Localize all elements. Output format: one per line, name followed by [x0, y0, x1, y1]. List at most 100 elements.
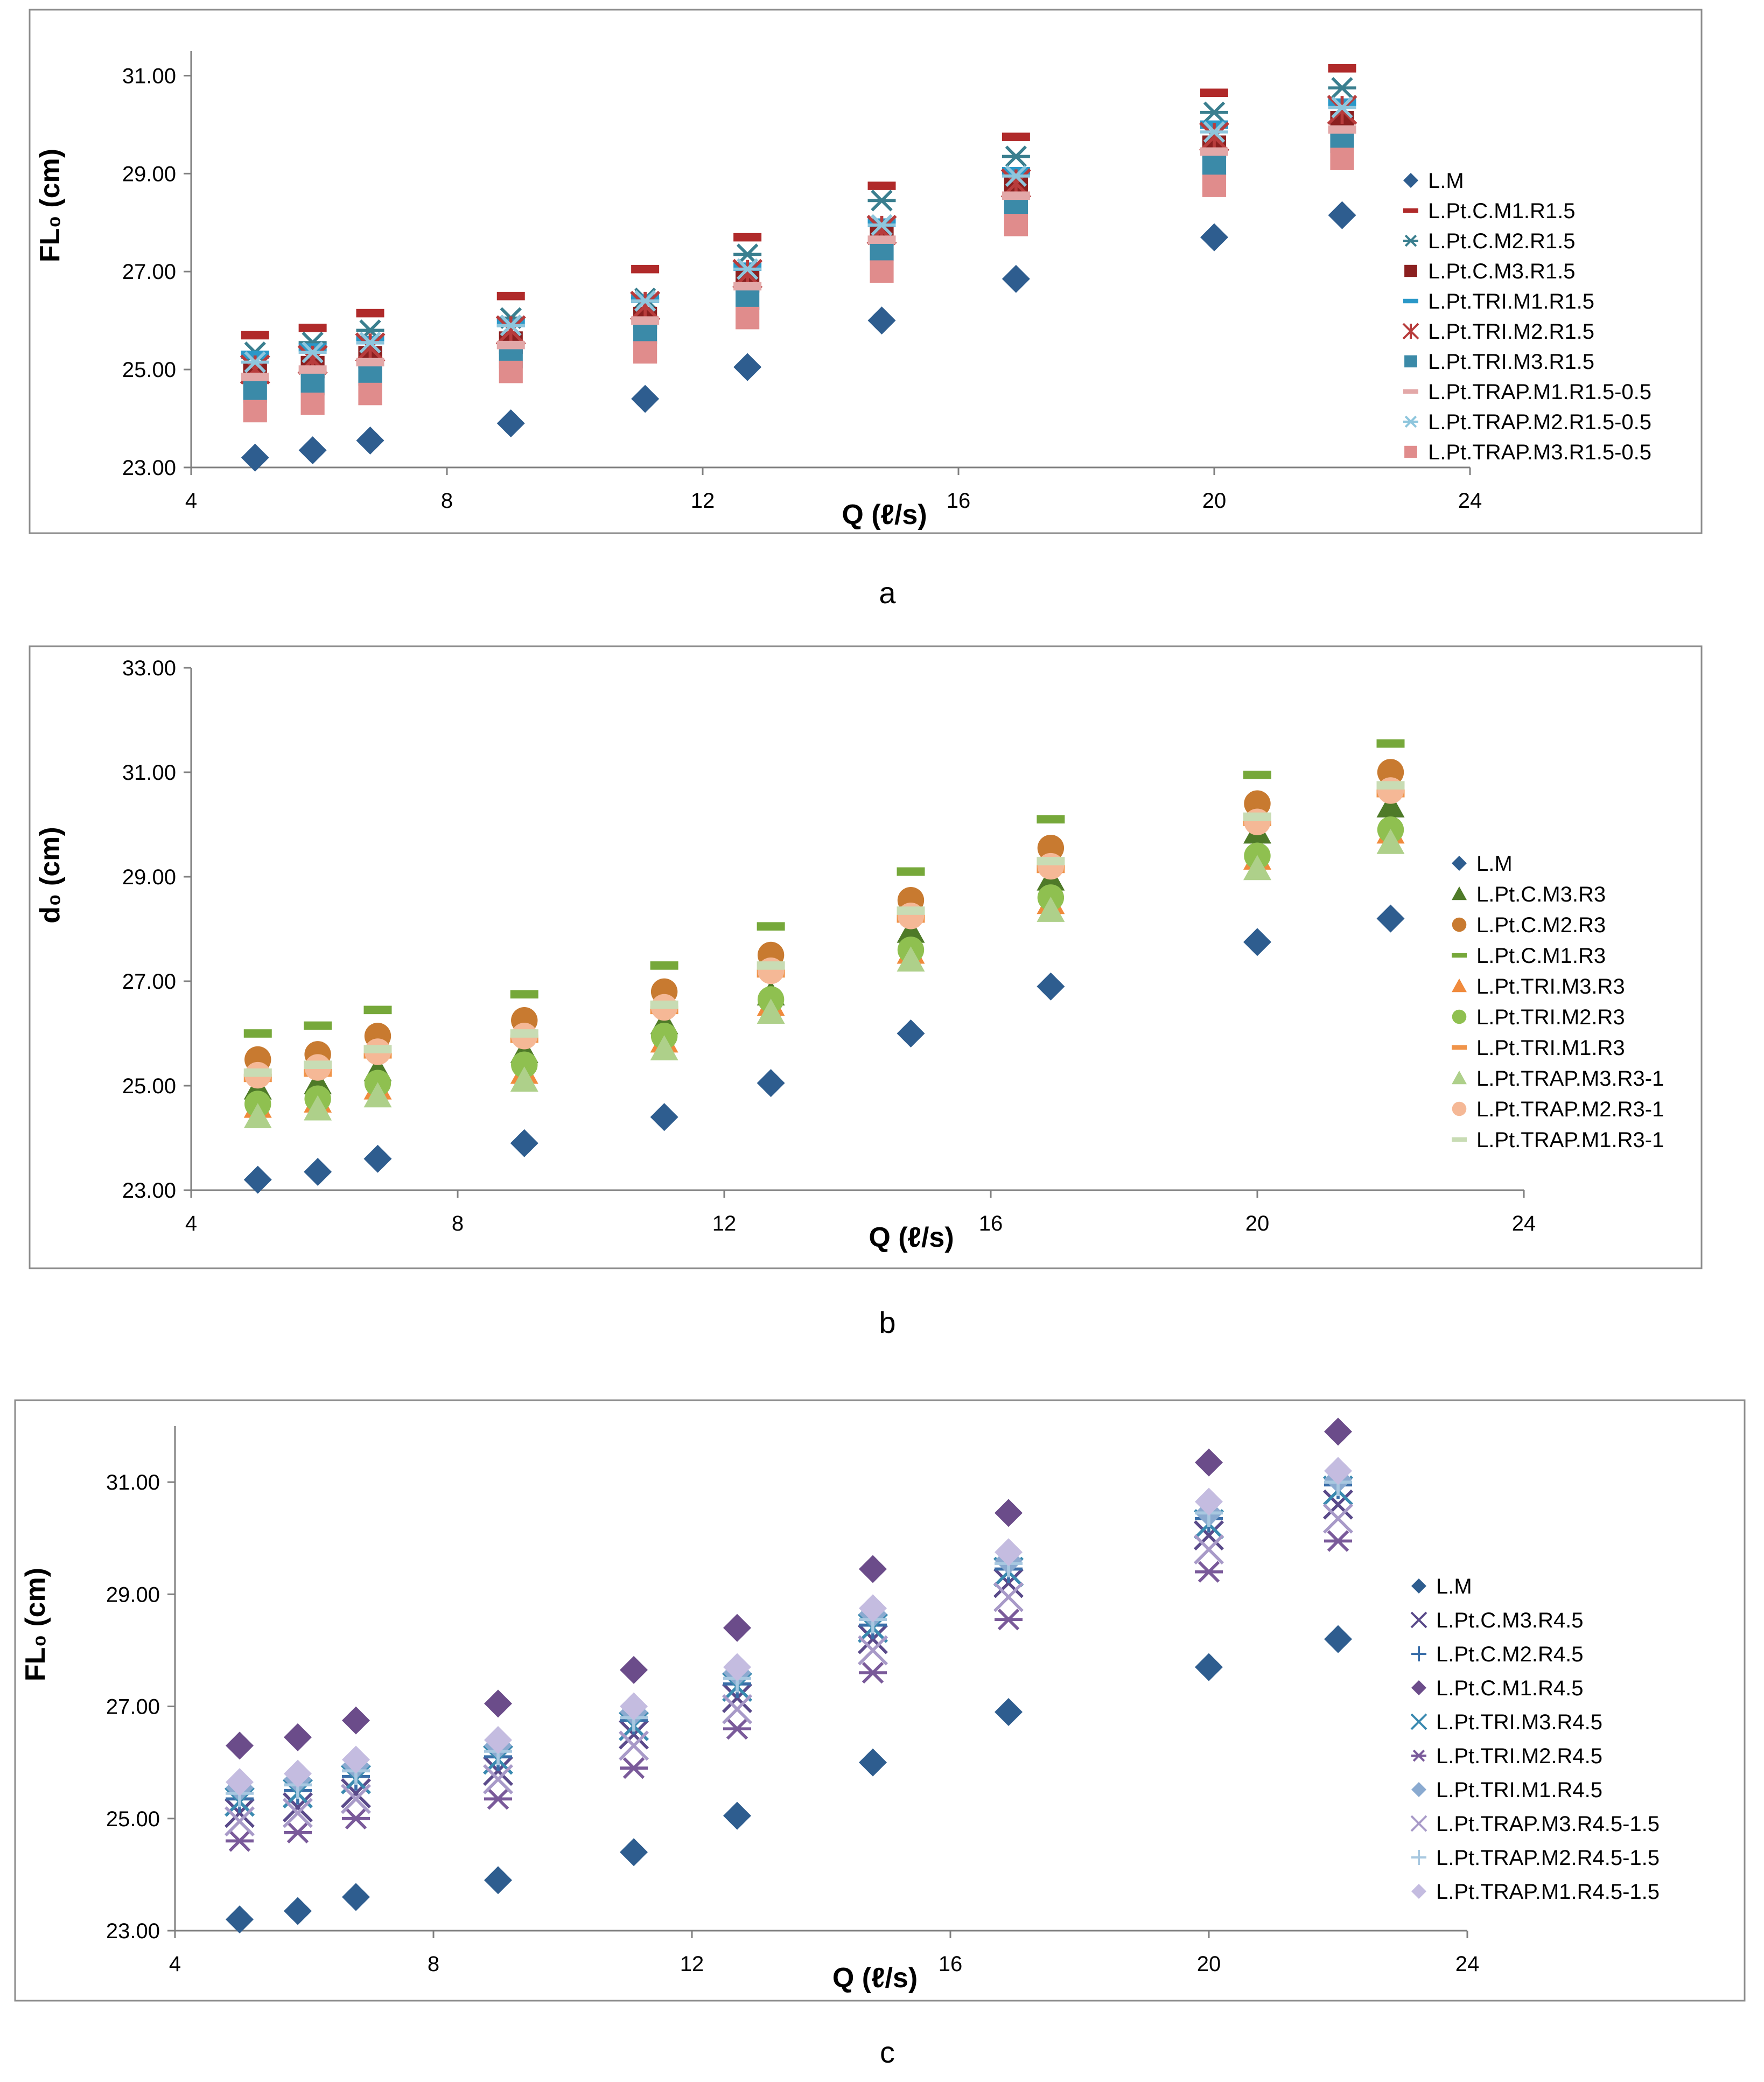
x-tick-label: 8	[452, 1212, 464, 1235]
data-point	[282, 1792, 313, 1822]
data-point	[484, 1788, 512, 1810]
y-axis-label: FL₀ (cm)	[20, 1568, 51, 1681]
data-point	[733, 258, 762, 280]
y-tick-label: 27.00	[122, 260, 176, 284]
data-point	[757, 961, 785, 970]
data-point	[499, 360, 523, 383]
legend-label: L.Pt.C.M2.R3	[1476, 913, 1606, 937]
data-point	[650, 961, 678, 970]
data-point	[859, 1555, 887, 1583]
data-point	[631, 385, 660, 413]
x-tick-label: 4	[169, 1952, 181, 1976]
x-tick-label: 24	[1458, 489, 1482, 513]
legend-marker	[1403, 234, 1418, 247]
data-point	[1377, 759, 1404, 786]
data-point	[1324, 1417, 1352, 1446]
data-point	[243, 1103, 272, 1128]
data-point	[363, 1005, 392, 1015]
legend-label: L.Pt.TRAP.M2.R3-1	[1476, 1098, 1664, 1121]
data-point	[342, 1883, 370, 1911]
data-point	[620, 1655, 648, 1684]
panel-label-c: c	[880, 2035, 895, 2069]
data-point	[736, 306, 760, 330]
x-axis-label: Q (ℓ/s)	[832, 1962, 918, 1994]
y-tick-label: 25.00	[122, 1074, 176, 1098]
data-point	[631, 264, 660, 274]
legend-marker	[1403, 208, 1418, 213]
data-point	[897, 867, 925, 876]
data-point	[1037, 857, 1065, 865]
x-axis-label: Q (ℓ/s)	[869, 1222, 954, 1253]
data-point	[867, 306, 896, 335]
data-point	[1199, 122, 1230, 152]
data-point	[857, 1635, 888, 1666]
data-point	[650, 1035, 678, 1060]
data-point	[1195, 1487, 1223, 1516]
legend-label: L.Pt.C.M3.R3	[1476, 883, 1606, 906]
data-point	[1328, 76, 1356, 99]
data-point	[633, 322, 657, 344]
legend-label: L.M	[1436, 1575, 1472, 1598]
series-L.Pt.C.M1.R1.5	[241, 64, 1356, 340]
legend-label: L.Pt.TRAP.M2.R1.5-0.5	[1428, 410, 1651, 434]
legend-marker	[1411, 1884, 1426, 1899]
data-point	[1200, 121, 1228, 143]
data-point	[1376, 739, 1405, 748]
data-point	[1328, 96, 1356, 118]
data-point	[484, 1689, 512, 1718]
y-tick-label: 23.00	[106, 1919, 160, 1943]
legend-label: L.Pt.C.M1.R4.5	[1436, 1676, 1583, 1700]
legend-marker	[1403, 415, 1418, 428]
data-point	[355, 332, 386, 363]
data-point	[1324, 1625, 1352, 1653]
data-point	[298, 365, 327, 374]
legend-marker	[1452, 1137, 1467, 1142]
data-point	[496, 409, 525, 438]
data-point	[1002, 145, 1030, 167]
data-point	[1002, 191, 1030, 200]
data-point	[733, 353, 762, 381]
x-tick-label: 16	[979, 1212, 1003, 1235]
data-point	[243, 1029, 272, 1038]
data-point	[282, 1798, 313, 1828]
data-point	[631, 316, 660, 325]
data-point	[1244, 790, 1271, 817]
y-tick-label: 27.00	[122, 970, 176, 994]
legend-label: L.Pt.C.M2.R1.5	[1428, 229, 1575, 253]
x-tick-label: 12	[680, 1952, 704, 1976]
chart-panel-c: 23.00 25.00 27.00 29.00 31.00 4 8 12 16 20 24 Q (ℓ/…	[14, 1399, 1746, 2002]
data-point	[1322, 1489, 1354, 1520]
data-point	[284, 1897, 312, 1925]
legend: L.M L.Pt.C.M3.R4.5 L.Pt.C.M2.R4.5 L.Pt.C.M1…	[1410, 1575, 1660, 1904]
data-point	[1037, 834, 1065, 862]
data-point	[1200, 147, 1228, 156]
data-point	[723, 1717, 751, 1740]
y-tick-label: 31.00	[106, 1471, 160, 1494]
data-point	[733, 282, 762, 291]
series-L.M	[243, 904, 1405, 1194]
data-point	[870, 260, 894, 283]
data-point	[226, 1830, 254, 1852]
data-point	[1037, 972, 1065, 1001]
x-tick-label: 16	[939, 1952, 963, 1976]
legend-label: L.Pt.C.M1.R3	[1476, 944, 1606, 968]
data-point	[1202, 174, 1227, 197]
data-point	[722, 1682, 753, 1713]
data-point	[618, 1719, 649, 1750]
legend-marker	[1452, 886, 1467, 900]
data-point	[757, 998, 785, 1024]
data-point	[723, 1613, 751, 1642]
data-point	[650, 1103, 678, 1131]
legend: L.M L.Pt.C.M3.R3 L.Pt.C.M2.R3 L.Pt.C.M1.R3 L…	[1452, 852, 1664, 1152]
data-point	[226, 1905, 254, 1934]
data-point	[226, 1731, 254, 1760]
data-point	[1004, 214, 1028, 236]
series-L.Pt.C.M1.R3	[243, 739, 1405, 1038]
data-point	[1200, 223, 1228, 251]
data-point	[995, 1608, 1023, 1631]
legend-label: L.Pt.TRAP.M1.R1.5-0.5	[1428, 380, 1651, 404]
data-point	[1328, 64, 1356, 73]
data-point	[736, 287, 760, 310]
data-point	[1243, 812, 1271, 821]
